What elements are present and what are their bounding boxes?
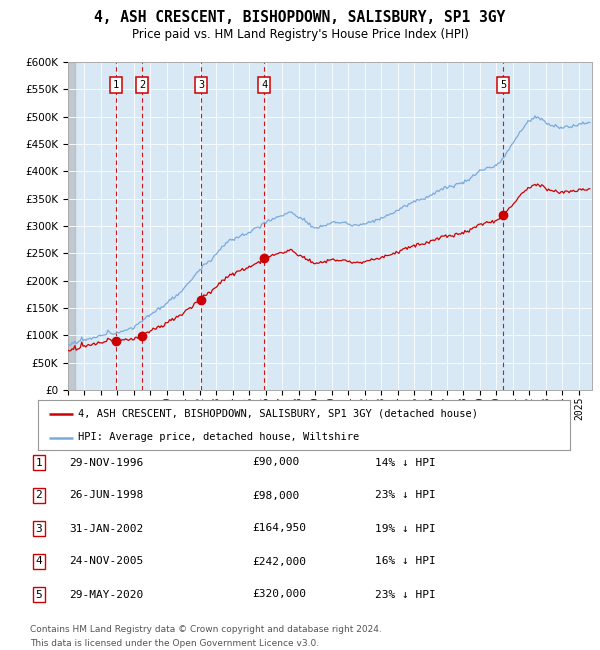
Text: 23% ↓ HPI: 23% ↓ HPI	[375, 590, 436, 599]
Text: 19% ↓ HPI: 19% ↓ HPI	[375, 523, 436, 534]
Text: 14% ↓ HPI: 14% ↓ HPI	[375, 458, 436, 467]
Text: 4, ASH CRESCENT, BISHOPDOWN, SALISBURY, SP1 3GY (detached house): 4, ASH CRESCENT, BISHOPDOWN, SALISBURY, …	[78, 409, 478, 419]
Bar	[68, 62, 74, 390]
Text: 16% ↓ HPI: 16% ↓ HPI	[375, 556, 436, 567]
Text: 4: 4	[261, 80, 267, 90]
Text: £164,950: £164,950	[252, 523, 306, 534]
Text: 1: 1	[113, 80, 119, 90]
Text: 29-MAY-2020: 29-MAY-2020	[69, 590, 143, 599]
Text: £242,000: £242,000	[252, 556, 306, 567]
Text: Price paid vs. HM Land Registry's House Price Index (HPI): Price paid vs. HM Land Registry's House …	[131, 28, 469, 41]
Text: 5: 5	[35, 590, 43, 599]
Text: 3: 3	[198, 80, 204, 90]
Text: 3: 3	[35, 523, 43, 534]
Text: 26-JUN-1998: 26-JUN-1998	[69, 491, 143, 500]
Text: 23% ↓ HPI: 23% ↓ HPI	[375, 491, 436, 500]
Text: 5: 5	[500, 80, 506, 90]
Text: 24-NOV-2005: 24-NOV-2005	[69, 556, 143, 567]
Text: 1: 1	[35, 458, 43, 467]
Text: £90,000: £90,000	[252, 458, 299, 467]
Text: Contains HM Land Registry data © Crown copyright and database right 2024.: Contains HM Land Registry data © Crown c…	[30, 625, 382, 634]
Text: 2: 2	[35, 491, 43, 500]
Text: 29-NOV-1996: 29-NOV-1996	[69, 458, 143, 467]
Text: £98,000: £98,000	[252, 491, 299, 500]
Text: 31-JAN-2002: 31-JAN-2002	[69, 523, 143, 534]
Bar	[68, 62, 74, 390]
Text: 4: 4	[35, 556, 43, 567]
Text: HPI: Average price, detached house, Wiltshire: HPI: Average price, detached house, Wilt…	[78, 432, 359, 443]
Text: This data is licensed under the Open Government Licence v3.0.: This data is licensed under the Open Gov…	[30, 639, 319, 648]
Text: 4, ASH CRESCENT, BISHOPDOWN, SALISBURY, SP1 3GY: 4, ASH CRESCENT, BISHOPDOWN, SALISBURY, …	[94, 10, 506, 25]
Text: £320,000: £320,000	[252, 590, 306, 599]
Text: 2: 2	[139, 80, 145, 90]
